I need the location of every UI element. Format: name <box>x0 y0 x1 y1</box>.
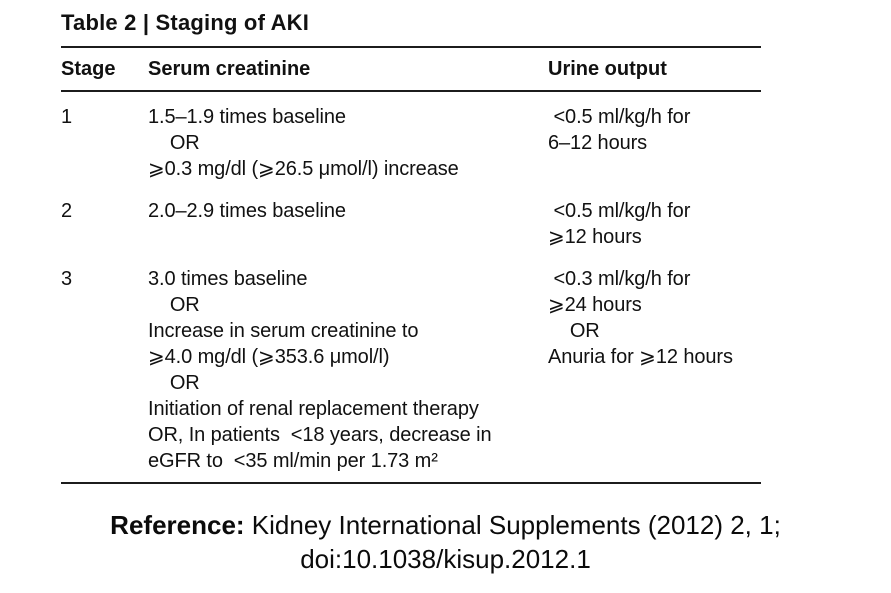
reference-citation: Reference: Kidney International Suppleme… <box>0 508 891 576</box>
urine-output-criteria: <0.3 ml/kg/h for ⩾24 hours OR Anuria for… <box>548 268 733 368</box>
table-title: Table 2 | Staging of AKI <box>61 10 310 35</box>
reference-label: Reference: <box>110 510 245 540</box>
stage-number: 1 <box>61 106 73 128</box>
rule-bottom <box>61 482 761 484</box>
serum-creatinine-criteria: 3.0 times baseline OR Increase in serum … <box>148 268 492 472</box>
table-body: 1 1.5–1.9 times baseline OR ⩾0.3 mg/dl (… <box>61 92 761 482</box>
reference-line-1: Reference: Kidney International Suppleme… <box>0 508 891 542</box>
column-header-serum-creatinine: Serum creatinine <box>148 58 311 80</box>
stage-number: 2 <box>61 200 73 222</box>
table-header-row: Stage Serum creatinine Urine output <box>61 48 761 90</box>
aki-staging-table: Table 2 | Staging of AKI Stage Serum cre… <box>61 10 761 484</box>
column-header-stage: Stage <box>61 58 116 80</box>
serum-creatinine-criteria: 2.0–2.9 times baseline <box>148 200 346 222</box>
urine-output-criteria: <0.5 ml/kg/h for ⩾12 hours <box>548 200 691 248</box>
stage-number: 3 <box>61 268 73 290</box>
rule-top <box>61 46 761 48</box>
serum-creatinine-criteria: 1.5–1.9 times baseline OR ⩾0.3 mg/dl (⩾2… <box>148 106 459 180</box>
table-row-stage-1: 1 1.5–1.9 times baseline OR ⩾0.3 mg/dl (… <box>61 104 761 182</box>
table-row-stage-2: 2 2.0–2.9 times baseline <0.5 ml/kg/h fo… <box>61 198 761 250</box>
reference-source-text: Kidney International Supplements (2012) … <box>244 510 781 540</box>
reference-doi: doi:10.1038/kisup.2012.1 <box>300 544 591 574</box>
column-header-urine-output: Urine output <box>548 58 667 80</box>
table-row-stage-3: 3 3.0 times baseline OR Increase in seru… <box>61 266 761 474</box>
urine-output-criteria: <0.5 ml/kg/h for 6–12 hours <box>548 106 691 154</box>
rule-header-bottom <box>61 90 761 92</box>
